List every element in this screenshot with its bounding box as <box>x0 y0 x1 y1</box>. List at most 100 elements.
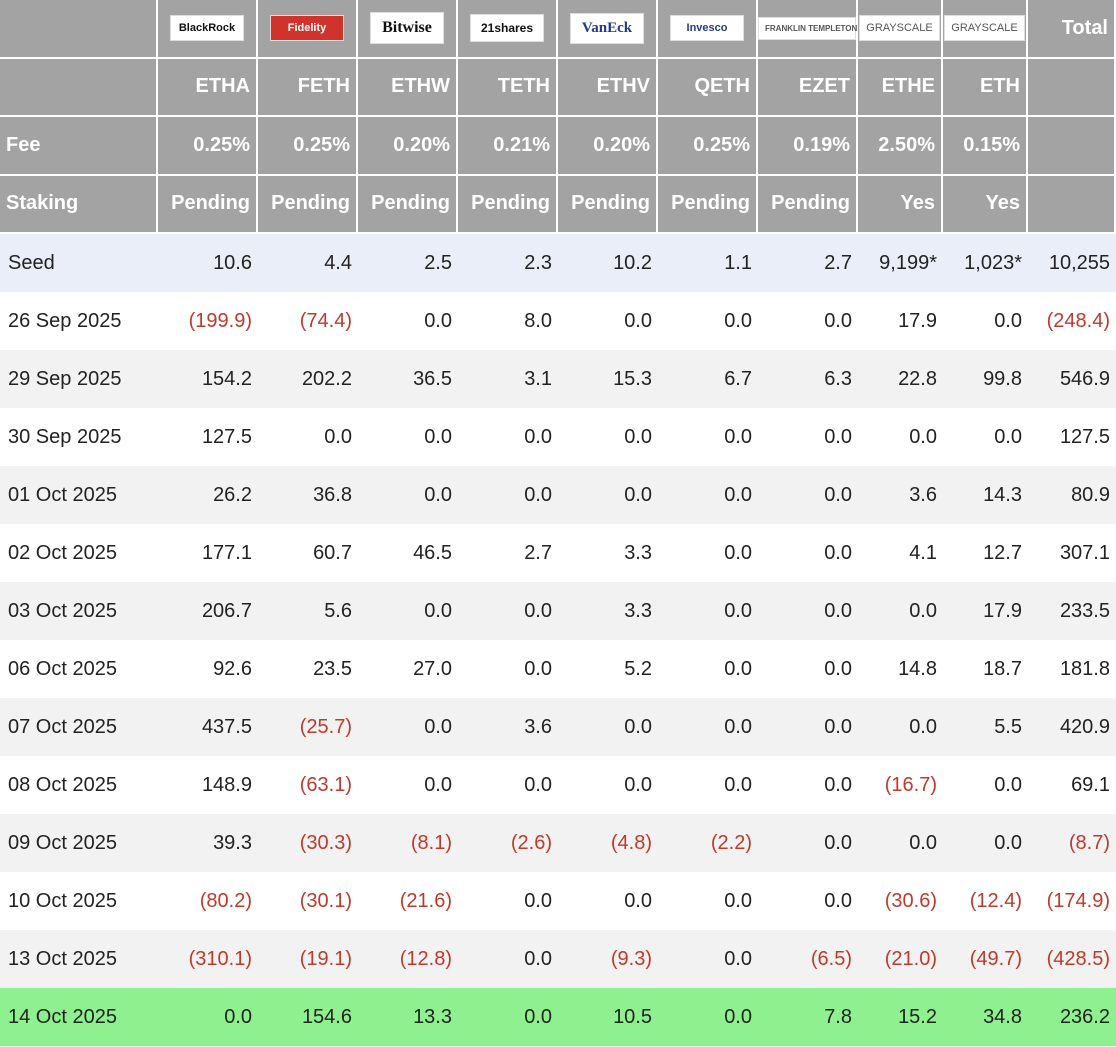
brand-logo: 21shares <box>470 14 544 43</box>
value-cell: 0.0 <box>824 599 852 622</box>
value-cell: 92.6 <box>213 657 252 680</box>
value-cell: (12.8) <box>399 947 452 970</box>
value-cell: 2.3 <box>524 251 552 274</box>
logo-cell: Bitwise <box>358 0 458 59</box>
value-cell: 202.2 <box>301 367 352 390</box>
staking-cell: Pending <box>258 175 358 234</box>
value-cell: 14.8 <box>898 657 937 680</box>
row-label: 07 Oct 2025 <box>8 715 117 738</box>
value-cell: 127.5 <box>1059 425 1110 448</box>
value-cell: 5.5 <box>994 715 1022 738</box>
brand-logo: GRAYSCALE <box>859 15 940 42</box>
row-band <box>0 930 1116 988</box>
value-cell: 36.5 <box>413 367 452 390</box>
value-cell: 0.0 <box>424 599 452 622</box>
value-cell: 233.5 <box>1059 599 1110 622</box>
value-cell: 0.0 <box>524 483 552 506</box>
value-cell: 0.0 <box>724 425 752 448</box>
value-cell: (80.2) <box>199 889 252 912</box>
value-cell: 0.0 <box>524 947 552 970</box>
value-cell: (8.7) <box>1068 831 1110 854</box>
total-header: Total <box>1028 0 1116 59</box>
value-cell: 0.0 <box>724 1005 752 1028</box>
value-cell: 3.1 <box>524 367 552 390</box>
value-cell: 1,023* <box>964 251 1022 274</box>
value-cell: 0.0 <box>824 831 852 854</box>
value-cell: 0.0 <box>524 1005 552 1028</box>
tickers-cell: QETH <box>658 58 758 117</box>
logo-cell: GRAYSCALE <box>943 0 1028 59</box>
row-band <box>0 640 1116 698</box>
value-cell: 0.0 <box>994 425 1022 448</box>
staking-cell: Pending <box>758 175 858 234</box>
total-blank <box>1028 175 1116 234</box>
value-cell: 1.1 <box>724 251 752 274</box>
value-cell: (30.3) <box>299 831 352 854</box>
value-cell: 3.3 <box>624 541 652 564</box>
value-cell: (63.1) <box>299 773 352 796</box>
value-cell: 10.2 <box>613 251 652 274</box>
staking-cell: Pending <box>658 175 758 234</box>
value-cell: 6.3 <box>824 367 852 390</box>
staking-cell: Pending <box>158 175 258 234</box>
logo-cell: Fidelity <box>258 0 358 59</box>
row-band <box>0 234 1116 292</box>
value-cell: 0.0 <box>824 483 852 506</box>
value-cell: 0.0 <box>724 541 752 564</box>
value-cell: 437.5 <box>201 715 252 738</box>
value-cell: (6.5) <box>810 947 852 970</box>
row-label: 26 Sep 2025 <box>8 309 122 332</box>
value-cell: 0.0 <box>624 773 652 796</box>
value-cell: 0.0 <box>909 425 937 448</box>
value-cell: 0.0 <box>824 425 852 448</box>
brand-logo: Invesco <box>670 15 744 42</box>
value-cell: 0.0 <box>524 773 552 796</box>
value-cell: (8.1) <box>410 831 452 854</box>
fees-cell: 0.21% <box>458 117 558 176</box>
value-cell: 2.5 <box>424 251 452 274</box>
value-cell: 0.0 <box>524 889 552 912</box>
value-cell: 34.8 <box>983 1005 1022 1028</box>
value-cell: (12.4) <box>969 889 1022 912</box>
value-cell: 14.3 <box>983 483 1022 506</box>
row-band <box>0 582 1116 640</box>
value-cell: 3.6 <box>909 483 937 506</box>
value-cell: (2.6) <box>510 831 552 854</box>
staking-cell: Yes <box>858 175 943 234</box>
fees-cell: 0.25% <box>158 117 258 176</box>
tickers-cell: ETHE <box>858 58 943 117</box>
value-cell: (2.2) <box>710 831 752 854</box>
value-cell: (30.1) <box>299 889 352 912</box>
value-cell: 0.0 <box>724 715 752 738</box>
value-cell: 0.0 <box>909 831 937 854</box>
value-cell: 13.3 <box>413 1005 452 1028</box>
value-cell: 6.7 <box>724 367 752 390</box>
value-cell: 46.5 <box>413 541 452 564</box>
row-band <box>0 466 1116 524</box>
value-cell: 3.3 <box>624 599 652 622</box>
value-cell: 177.1 <box>201 541 252 564</box>
value-cell: 154.2 <box>201 367 252 390</box>
value-cell: 420.9 <box>1059 715 1110 738</box>
row-band <box>0 350 1116 408</box>
staking-cell: Pending <box>558 175 658 234</box>
logo-cell: Invesco <box>658 0 758 59</box>
value-cell: (19.1) <box>299 947 352 970</box>
value-cell: 0.0 <box>994 309 1022 332</box>
value-cell: 0.0 <box>424 483 452 506</box>
tickers-cell: TETH <box>458 58 558 117</box>
value-cell: 18.7 <box>983 657 1022 680</box>
value-cell: 236.2 <box>1059 1005 1110 1028</box>
value-cell: 12.7 <box>983 541 1022 564</box>
value-cell: 0.0 <box>994 831 1022 854</box>
row-band <box>0 524 1116 582</box>
value-cell: 0.0 <box>824 889 852 912</box>
value-cell: 0.0 <box>994 773 1022 796</box>
logo-cell: FRANKLIN TEMPLETON <box>758 0 858 59</box>
brand-logo: BlackRock <box>170 15 244 42</box>
row-label: 03 Oct 2025 <box>8 599 117 622</box>
fees-cell: 0.20% <box>558 117 658 176</box>
total-blank <box>1028 117 1116 176</box>
value-cell: 0.0 <box>624 715 652 738</box>
value-cell: 26.2 <box>213 483 252 506</box>
